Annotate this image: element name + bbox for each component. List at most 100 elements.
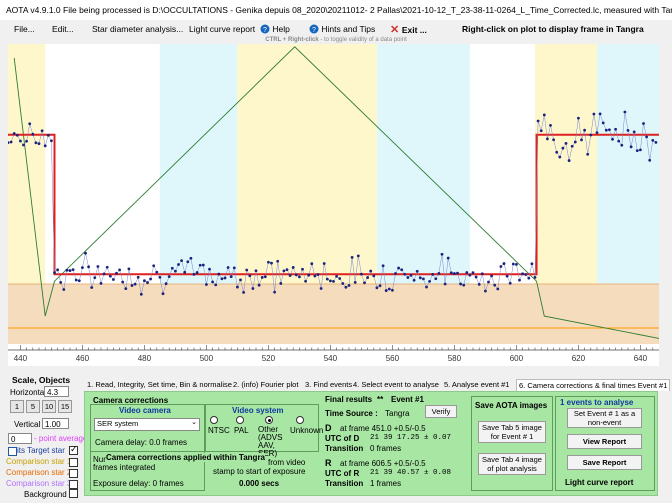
data-point [322,262,326,265]
comparison-star-1-checkbox[interactable] [69,458,78,467]
hints-icon: ? [309,24,319,34]
point-average-select[interactable]: 0 [8,433,32,444]
data-point [77,279,81,283]
data-point [639,148,642,152]
camera-select-value: SER system [97,419,139,428]
data-point [143,279,146,283]
light-curve-plot[interactable]: 440 460 480 500 520 540 560 580 600 620 640 [6,44,660,366]
video-system-group: Video system NTSC PAL Other (ADVS AAV, S… [205,404,323,458]
horizontal-scale-input[interactable]: 4.3 [44,386,69,397]
data-point [208,267,211,271]
menu-exit[interactable]: ✕ Exit ... [390,23,427,36]
data-point [46,133,50,137]
data-point [604,128,608,132]
scale-button-5[interactable]: 5 [26,400,40,413]
svg-text:?: ? [312,27,316,34]
data-point [474,275,478,279]
tab-read-integrity[interactable]: 1. Read, Integrity, Set time, Bin & norm… [87,380,232,389]
shaded-band [535,44,597,284]
data-point [583,128,586,132]
data-point [257,283,261,287]
d-transition-label: Transition [325,444,364,453]
data-point [180,259,184,263]
d-transition-value: 0 frames [370,444,402,453]
menu-file[interactable]: File... [14,24,35,34]
data-point [242,290,246,294]
save-tab5-button[interactable]: Save Tab 5 image for Event # 1 [478,421,546,443]
comparison-star-2-checkbox[interactable] [69,469,78,478]
menu-edit[interactable]: Edit... [52,24,74,34]
utc-r-value: 21 39 40.57 ± 0.08 [370,469,452,477]
stamp-label: stamp to start of exposure [213,467,306,476]
tab-camera-corrections[interactable]: 6. Camera corrections & final times Even… [516,379,671,391]
utc-d-label: UTC of D [325,434,360,443]
show-target-checkbox[interactable] [8,447,17,456]
data-point [350,255,354,259]
radio-ntsc[interactable] [210,416,218,424]
data-point [183,270,187,274]
data-point [378,284,382,288]
data-point [477,282,481,286]
tab-select-event[interactable]: 4. Select event to analyse [353,380,439,389]
exposure-secs: 0.000 secs [239,479,280,488]
comparison-star-1-label: Comparison star 1 [6,457,72,466]
scale-button-15[interactable]: 15 [58,400,72,413]
view-report-button[interactable]: View Report [567,434,642,449]
vertical-scale-input[interactable]: 1.00 [42,418,69,429]
data-point [298,275,301,279]
light-curve-chart[interactable]: 440 460 480 500 520 540 560 580 600 620 640 [6,44,660,366]
data-point [567,159,571,162]
close-icon: ✕ [390,24,400,36]
data-point [384,289,388,292]
scale-button-10[interactable]: 10 [42,400,56,413]
other-label: Other (ADVS AAV, SER) [258,425,283,458]
camera-select[interactable]: SER system ⌄ [94,418,200,431]
menu-light-curve-report[interactable]: Light curve report [189,24,256,34]
data-point [502,262,506,265]
set-non-event-button[interactable]: Set Event # 1 as a non-event [567,408,642,428]
data-point [369,269,373,273]
tab-analyse-event[interactable]: 5. Analyse event #1 [444,380,510,389]
data-point [167,275,171,279]
lc-report-link[interactable]: Light curve report [565,478,634,487]
data-point [81,266,84,270]
hints-label: Hints and Tips [321,24,376,34]
r-frame: at frame 606.5 +0.5/-0.5 [340,459,426,468]
data-point [254,269,258,273]
data-point [195,271,199,274]
target-star-checkbox[interactable]: ✓ [69,444,78,455]
verify-button[interactable]: Verify [425,405,457,418]
data-point [428,279,431,283]
final-results-event: Event #1 [391,395,424,404]
tab-find-events[interactable]: 3. Find events [305,380,353,389]
from-video-label: from video [268,458,306,467]
data-point [22,143,25,147]
radio-other[interactable] [265,416,273,424]
comparison-star-3-checkbox[interactable] [69,480,78,489]
exposure-delay: Exposure delay: 0 frames [93,479,184,488]
data-point [573,140,577,144]
data-point [248,274,252,278]
save-tab4-button[interactable]: Save Tab 4 image of plot analysis [478,453,546,475]
menu-star-diameter[interactable]: Star diameter analysis... [92,24,184,34]
save-images-title: Save AOTA images [475,401,548,410]
scale-button-1[interactable]: 1 [10,400,24,413]
right-click-hint: Right-click on plot to display frame in … [462,24,644,34]
data-point [654,140,658,144]
data-point [291,266,295,269]
background-checkbox[interactable] [69,489,78,498]
radio-pal[interactable] [236,416,244,424]
data-point [226,266,230,269]
x-tick-label: 560 [386,354,400,363]
menu-help[interactable]: ? Help [260,24,290,34]
d-label: D [325,423,332,433]
radio-unknown[interactable] [296,416,304,424]
x-tick-label: 620 [572,354,586,363]
data-point [372,274,376,278]
save-report-button[interactable]: Save Report [567,455,642,470]
save-images-group: Save AOTA images Save Tab 5 image for Ev… [471,396,553,491]
tab-fourier-plot[interactable]: 2. (info) Fourier plot [233,380,299,389]
menu-hints[interactable]: ? Hints and Tips [309,24,375,34]
data-point [161,292,165,296]
data-point [608,128,611,132]
